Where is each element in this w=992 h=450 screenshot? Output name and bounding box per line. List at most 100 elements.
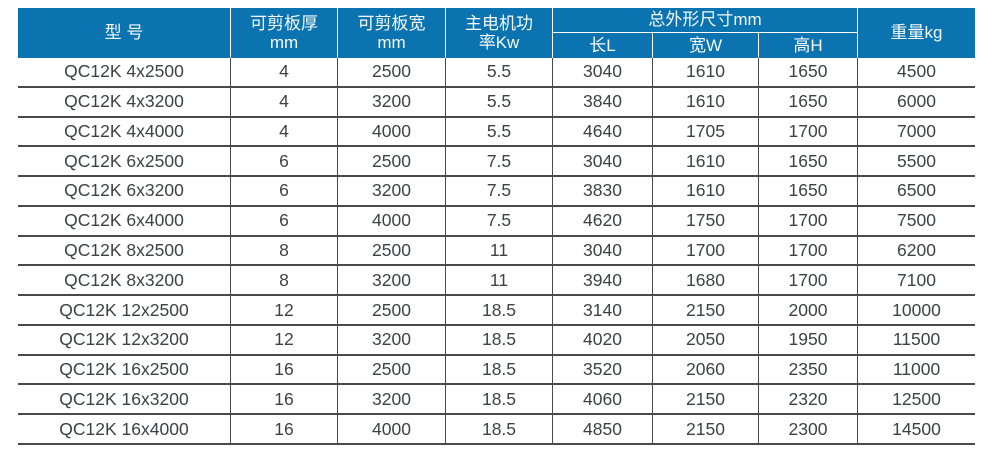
model-cell: QC12K 6x2500: [18, 147, 230, 178]
value-cell: 16: [230, 385, 337, 416]
value-cell: 12: [230, 325, 337, 356]
value-cell: 18.5: [445, 355, 552, 386]
value-cell: 1700: [758, 206, 857, 237]
value-cell: 1950: [758, 325, 857, 356]
value-cell: 7.5: [445, 147, 552, 178]
value-cell: 2350: [758, 355, 857, 386]
value-cell: 4060: [552, 385, 652, 416]
table-row: QC12K 16x2500 16 2500 18.5 3520 2060 2350 11000: [18, 355, 975, 386]
value-cell: 2150: [652, 385, 758, 416]
value-cell: 11: [445, 236, 552, 267]
table-row: QC12K 6x2500 6 2500 7.5 3040 1610 1650 5500: [18, 147, 975, 178]
value-cell: 1610: [652, 58, 758, 88]
header-row-2: 长L 宽W 高H: [18, 33, 975, 58]
col-header-length: 长L: [552, 33, 652, 58]
table-row: QC12K 4x2500 4 2500 5.5 3040 1610 1650 4500: [18, 58, 975, 88]
value-cell: 2500: [337, 236, 445, 267]
value-cell: 16: [230, 415, 337, 445]
value-cell: 4850: [552, 415, 652, 445]
value-cell: 4: [230, 117, 337, 148]
value-cell: 1700: [758, 236, 857, 267]
value-cell: 3200: [337, 325, 445, 356]
value-cell: 5500: [857, 147, 975, 178]
value-cell: 18.5: [445, 296, 552, 326]
table-row: QC12K 6x4000 6 4000 7.5 4620 1750 1700 7500: [18, 206, 975, 237]
value-cell: 2500: [337, 355, 445, 386]
col-header-width-w: 宽W: [652, 33, 758, 58]
value-cell: 2150: [652, 296, 758, 326]
value-cell: 3200: [337, 87, 445, 118]
value-cell: 1700: [652, 236, 758, 267]
value-cell: 7.5: [445, 206, 552, 237]
value-cell: 4020: [552, 325, 652, 356]
value-cell: 3940: [552, 266, 652, 297]
col-header-height: 高H: [758, 33, 857, 58]
value-cell: 12500: [857, 385, 975, 416]
table-row: QC12K 16x3200 16 3200 18.5 4060 2150 2320 12500: [18, 385, 975, 416]
value-cell: 3200: [337, 266, 445, 297]
value-cell: 14500: [857, 415, 975, 445]
model-cell: QC12K 4x2500: [18, 58, 230, 88]
model-cell: QC12K 16x2500: [18, 355, 230, 386]
header-row-1: 型 号 可剪板厚 mm 可剪板宽 mm 主电机功 率Kw 总外形尺寸mm: [18, 8, 975, 58]
table-row: QC12K 4x4000 4 4000 5.5 4640 1705 1700 7000: [18, 117, 975, 148]
col-header-dimensions: 总外形尺寸mm: [552, 8, 857, 33]
value-cell: 2500: [337, 147, 445, 178]
value-cell: 4620: [552, 206, 652, 237]
value-cell: 1650: [758, 147, 857, 178]
table-row: QC12K 8x3200 8 3200 11 3940 1680 1700 7100: [18, 266, 975, 297]
value-cell: 1650: [758, 87, 857, 118]
value-cell: 2500: [337, 58, 445, 88]
col-header-weight: 重量kg: [857, 8, 975, 58]
value-cell: 3140: [552, 296, 652, 326]
value-cell: 4: [230, 87, 337, 118]
value-cell: 1610: [652, 87, 758, 118]
model-cell: QC12K 8x3200: [18, 266, 230, 297]
col-header-thickness: 可剪板厚 mm: [230, 8, 337, 58]
value-cell: 3040: [552, 58, 652, 88]
table-row: QC12K 6x3200 6 3200 7.5 3830 1610 1650 6500: [18, 177, 975, 207]
model-cell: QC12K 6x4000: [18, 206, 230, 237]
value-cell: 2150: [652, 415, 758, 445]
value-cell: 2000: [758, 296, 857, 326]
model-cell: QC12K 8x2500: [18, 236, 230, 267]
value-cell: 1700: [758, 266, 857, 297]
value-cell: 1650: [758, 58, 857, 88]
value-cell: 16: [230, 355, 337, 386]
value-cell: 6: [230, 177, 337, 207]
value-cell: 7.5: [445, 177, 552, 207]
model-cell: QC12K 16x4000: [18, 415, 230, 445]
table-header: 型 号 可剪板厚 mm 可剪板宽 mm 主电机功 率Kw 总外形尺寸mm: [18, 8, 975, 58]
col-header-width: 可剪板宽 mm: [337, 8, 445, 58]
col-header-power: 主电机功 率Kw: [445, 8, 552, 58]
model-cell: QC12K 4x3200: [18, 87, 230, 118]
value-cell: 4000: [337, 415, 445, 445]
value-cell: 3520: [552, 355, 652, 386]
table-row: QC12K 12x3200 12 3200 18.5 4020 2050 1950 11500: [18, 325, 975, 356]
value-cell: 18.5: [445, 385, 552, 416]
col-header-model: 型 号: [18, 8, 230, 58]
table-body: QC12K 4x2500 4 2500 5.5 3040 1610 1650 4500 QC12…: [18, 58, 975, 445]
value-cell: 1610: [652, 177, 758, 207]
value-cell: 6: [230, 206, 337, 237]
value-cell: 3830: [552, 177, 652, 207]
value-cell: 4500: [857, 58, 975, 88]
table-row: QC12K 12x2500 12 2500 18.5 3140 2150 2000 10000: [18, 296, 975, 326]
value-cell: 18.5: [445, 325, 552, 356]
model-cell: QC12K 16x3200: [18, 385, 230, 416]
col-header-model-label: 型 号: [104, 23, 144, 43]
value-cell: 2060: [652, 355, 758, 386]
model-cell: QC12K 12x3200: [18, 325, 230, 356]
value-cell: 2500: [337, 296, 445, 326]
value-cell: 4640: [552, 117, 652, 148]
value-cell: 3840: [552, 87, 652, 118]
value-cell: 2320: [758, 385, 857, 416]
value-cell: 1680: [652, 266, 758, 297]
value-cell: 2300: [758, 415, 857, 445]
value-cell: 6000: [857, 87, 975, 118]
value-cell: 5.5: [445, 117, 552, 148]
value-cell: 11: [445, 266, 552, 297]
value-cell: 7100: [857, 266, 975, 297]
value-cell: 3200: [337, 177, 445, 207]
